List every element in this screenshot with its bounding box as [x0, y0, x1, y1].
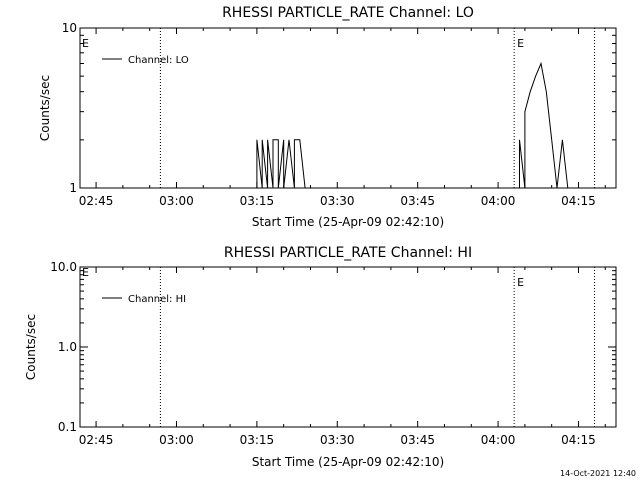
- panel-hi: RHESSI PARTICLE_RATE Channel: HI Counts/…: [24, 245, 617, 469]
- x-tick-label: 03:30: [320, 433, 355, 447]
- vertical-markers: E: [159, 267, 596, 427]
- x-tick-label: 04:00: [481, 433, 516, 447]
- x-tick-label: 02:45: [79, 194, 114, 208]
- vertical-marker-label: E: [517, 37, 524, 50]
- x-tick-label: 04:15: [561, 194, 596, 208]
- x-tick-label: 03:15: [240, 433, 275, 447]
- x-tick-label: 03:30: [320, 194, 355, 208]
- x-tick-label: 03:15: [240, 194, 275, 208]
- data-series: [256, 61, 569, 189]
- y-tick-label: 10: [62, 21, 77, 35]
- x-tick-label: 04:00: [481, 194, 516, 208]
- x-tick-label: 02:45: [79, 433, 114, 447]
- left-edge-label: E: [82, 37, 89, 50]
- legend-label: Channel: LO: [128, 55, 189, 66]
- x-ticks: 02:45 03:00 03:15 03:30 03:45 04:00 04:15: [79, 267, 606, 447]
- y-tick-label: 0.1: [58, 420, 77, 434]
- x-axis-label: Start Time (25-Apr-09 02:42:10): [252, 215, 444, 229]
- chart-title: RHESSI PARTICLE_RATE Channel: LO: [222, 5, 474, 21]
- legend-label: Channel: HI: [128, 294, 186, 305]
- y-tick-label: 1: [69, 181, 77, 195]
- vertical-markers: E: [159, 28, 596, 188]
- vertical-marker-label: E: [517, 276, 524, 289]
- x-tick-label: 03:45: [400, 194, 435, 208]
- footer-timestamp: 14-Oct-2021 12:40: [560, 469, 636, 478]
- x-tick-label: 03:00: [159, 194, 194, 208]
- y-axis-label: Counts/sec: [38, 75, 52, 141]
- series-line: [256, 61, 569, 189]
- panel-lo: RHESSI PARTICLE_RATE Channel: LO Counts/…: [38, 5, 617, 229]
- x-tick-label: 03:45: [400, 433, 435, 447]
- x-axis-label: Start Time (25-Apr-09 02:42:10): [252, 455, 444, 469]
- left-edge-label: E: [82, 266, 89, 279]
- y-ticks: 0.1 1.0 10.0: [50, 260, 616, 434]
- chart-title: RHESSI PARTICLE_RATE Channel: HI: [224, 245, 472, 261]
- y-tick-label: 1.0: [58, 340, 77, 354]
- y-ticks: 1 10: [62, 21, 616, 195]
- y-tick-label: 10.0: [50, 260, 77, 274]
- x-tick-label: 04:15: [561, 433, 596, 447]
- y-axis-label: Counts/sec: [24, 314, 38, 380]
- x-tick-label: 03:00: [159, 433, 194, 447]
